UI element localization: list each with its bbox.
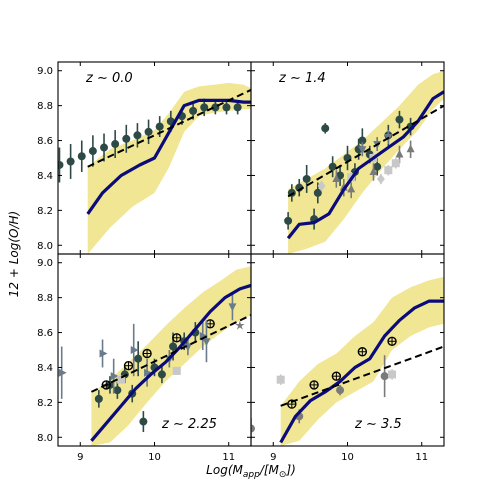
data-point-circle [144,127,153,136]
panel-top-left [58,82,251,254]
data-point-triangle-right [58,368,67,377]
data-point-circle [100,143,109,152]
data-point-circle-open [331,371,342,381]
panel-label: z ∼ 0.0 [85,71,133,86]
data-point-circle [313,188,322,197]
model-line [86,98,251,215]
y-tick-label: 8.2 [37,206,53,217]
data-point-circle-open [205,319,215,329]
panel-label: z ∼ 1.4 [278,71,326,86]
data-point-circle-open [172,333,182,343]
data-point-triangle-up [347,184,356,193]
data-point-triangle-right [144,368,153,377]
data-point-circle [169,342,178,351]
y-tick-label: 8.0 [37,433,53,444]
data-point-triangle-down [202,338,211,347]
data-point-circle [122,134,131,143]
data-point-square [172,366,181,375]
data-point-triangle-up [369,166,378,175]
data-point-circle [200,103,209,112]
data-point-circle [77,152,86,161]
data-point-circle [139,417,148,426]
data-point-triangle-right [130,346,139,354]
data-point-square [276,375,285,384]
y-tick-label: 9.0 [37,258,53,269]
x-tick-label: 11 [415,452,428,463]
data-point-triangle-down [358,146,367,155]
x-tick-label: 9 [270,452,276,463]
model-line [286,90,444,240]
y-tick-label: 8.0 [37,241,53,252]
data-point-circle [58,160,64,169]
data-point-triangle-right [99,349,108,358]
data-point-triangle-right [110,372,119,381]
data-point-circle [395,115,404,124]
x-tick-label: 10 [341,452,354,463]
y-tick-label: 8.4 [37,363,53,374]
data-point-circle [94,394,103,403]
data-point-circle-open [387,336,397,346]
data-point-circle [133,131,142,140]
data-point-circle [88,147,97,156]
data-point-square [388,370,397,379]
y-tick-label: 8.2 [37,398,53,409]
data-point-circle [111,140,120,149]
y-tick-label: 8.8 [37,101,53,112]
y-tick-label: 8.6 [37,328,53,339]
data-point-circle [189,106,198,115]
data-point-circle [321,124,330,133]
data-point-circle [358,136,367,145]
model-line [279,299,444,444]
data-point-triangle-up [395,149,404,158]
data-point-circle [66,157,75,166]
data-point-circle [284,216,293,225]
fit-line [90,314,251,393]
data-point-circle [222,103,231,112]
panel-bottom-right [251,276,444,446]
data-point-star [235,320,245,330]
data-point-circle [251,424,255,433]
x-axis-label: Log(Mapp/[M⊙]) [206,463,296,480]
data-point-circle [302,174,311,183]
data-point-circle [373,162,382,171]
data-point-square [117,375,126,384]
fit-line [280,345,444,407]
data-point-circle [134,354,143,363]
data-point-square [391,159,400,168]
x-tick-label: 9 [77,452,83,463]
data-point-triangle-up [406,144,415,153]
model-line [90,283,251,442]
panel-label: z ∼ 2.25 [161,417,217,432]
data-point-circle [336,386,345,395]
data-point-triangle-up [332,173,341,182]
data-point-circle-open [309,380,319,390]
y-tick-label: 8.8 [37,293,53,304]
data-point-triangle-down [228,303,237,312]
data-point-circle-open [357,347,368,357]
panel-label: z ∼ 3.5 [354,417,402,432]
data-point-diamond [376,173,385,184]
data-point-circle [157,370,166,379]
data-point-circle [328,162,337,171]
y-tick-label: 9.0 [37,66,53,77]
data-point-circle [113,386,122,395]
data-point-diamond [317,180,326,191]
data-point-circle [380,372,389,381]
data-point-circle [233,103,242,112]
panel-bottom-left [58,266,251,446]
data-point-square [384,166,393,175]
data-point-circle-open [123,361,134,371]
fit-line [87,89,251,168]
y-tick-label: 8.4 [37,171,53,182]
y-tick-label: 8.6 [37,136,53,147]
data-point-circle [155,122,164,131]
y-axis-label: 12 + Log(O/H) [7,211,21,297]
x-tick-label: 10 [148,452,161,463]
x-tick-label: 11 [222,452,235,463]
panel-top-right [284,70,444,254]
fit-line [287,104,444,198]
data-point-circle-open [142,348,152,359]
